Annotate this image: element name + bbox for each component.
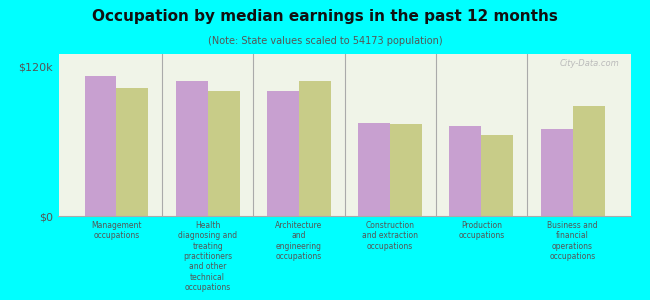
Bar <box>84 76 116 216</box>
Bar <box>449 126 482 216</box>
Bar <box>358 122 390 216</box>
Bar <box>482 135 514 216</box>
Bar <box>116 88 148 216</box>
Bar <box>541 129 573 216</box>
Text: City-Data.com: City-Data.com <box>559 59 619 68</box>
Text: (Note: State values scaled to 54173 population): (Note: State values scaled to 54173 popu… <box>208 36 442 46</box>
Text: Occupation by median earnings in the past 12 months: Occupation by median earnings in the pas… <box>92 9 558 24</box>
Bar <box>267 92 299 216</box>
Bar <box>390 124 422 216</box>
Bar <box>573 106 604 216</box>
Bar <box>299 81 331 216</box>
Bar <box>207 92 240 216</box>
Bar <box>176 81 207 216</box>
